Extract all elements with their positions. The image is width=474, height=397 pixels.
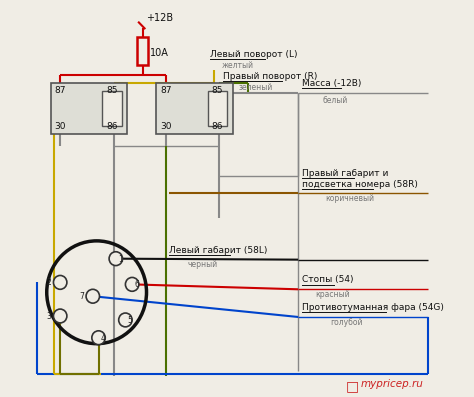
Text: +12В: +12В [146,13,173,23]
Text: голубой: голубой [331,318,363,327]
Text: 86: 86 [106,122,118,131]
Circle shape [126,278,139,291]
Text: Правый поворот (R): Правый поворот (R) [223,72,318,81]
Text: Противотуманная фара (54G): Противотуманная фара (54G) [302,303,444,312]
Text: 87: 87 [55,86,66,95]
Text: 30: 30 [55,122,66,131]
Text: 5: 5 [128,316,132,325]
Circle shape [118,313,132,327]
Text: коричневый: коричневый [325,195,374,203]
Text: 7: 7 [79,292,84,301]
Circle shape [54,276,67,289]
Bar [102,91,121,126]
Text: mypricep.ru: mypricep.ru [360,379,423,389]
Text: Стопы (54): Стопы (54) [302,276,354,285]
Circle shape [92,331,105,345]
Text: черный: черный [188,260,218,269]
Bar [208,91,227,126]
Bar [51,83,128,134]
Bar [156,83,233,134]
Text: 3: 3 [47,312,52,321]
Text: 86: 86 [212,122,223,131]
Text: 85: 85 [212,86,223,95]
Text: 85: 85 [106,86,118,95]
Text: □: □ [346,379,359,393]
Text: желтый: желтый [221,61,253,70]
Text: 4: 4 [100,334,105,343]
Bar [137,37,148,65]
Text: зеленый: зеленый [238,83,273,92]
Text: подсветка номера (58R): подсветка номера (58R) [302,179,418,189]
Text: 10А: 10А [150,48,169,58]
Circle shape [86,289,100,303]
Text: 30: 30 [160,122,172,131]
Text: 2: 2 [47,278,52,287]
Text: 6: 6 [134,280,139,289]
Text: Масса (-12В): Масса (-12В) [302,79,361,88]
Circle shape [54,309,67,323]
Text: Левый поворот (L): Левый поворот (L) [210,50,297,59]
Text: 87: 87 [160,86,172,95]
Text: Правый габарит и: Правый габарит и [302,169,388,178]
Text: красный: красный [315,290,350,299]
Text: белый: белый [322,96,347,104]
Text: 1: 1 [118,255,122,264]
Circle shape [109,252,123,266]
Text: Левый габарит (58L): Левый габарит (58L) [169,246,267,255]
